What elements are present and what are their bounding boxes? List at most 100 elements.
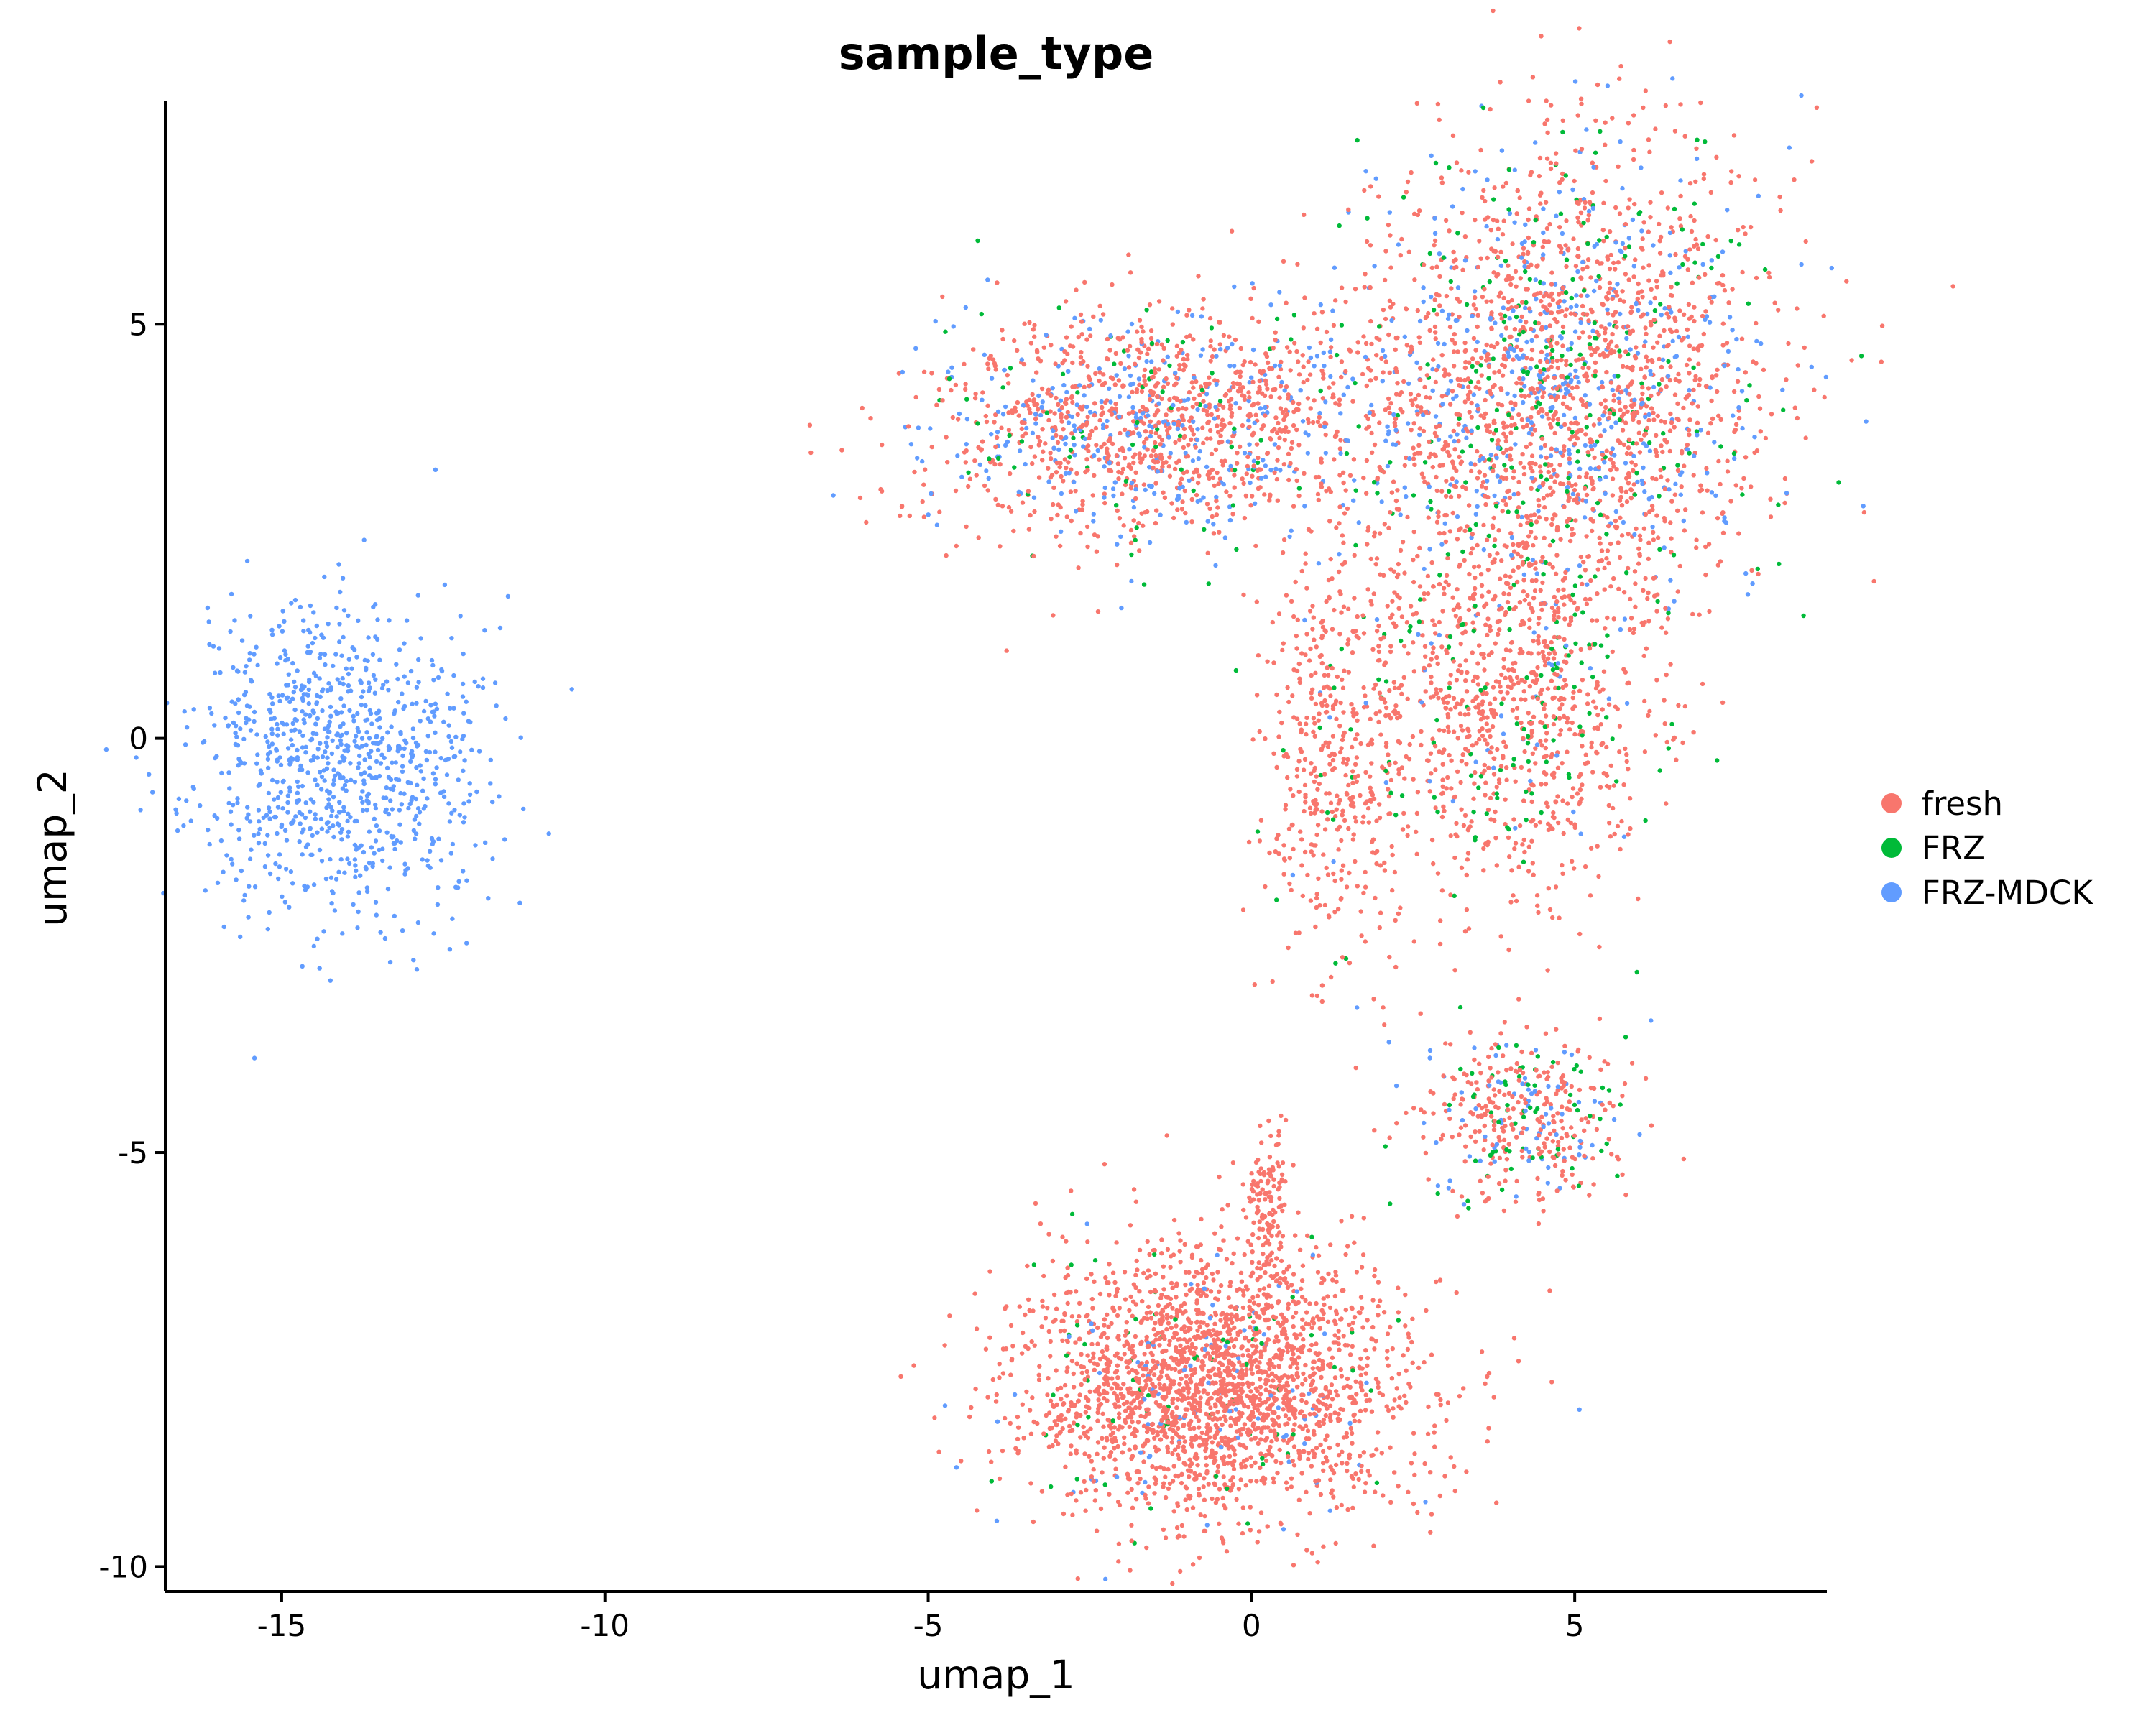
data-point-frz-mdck xyxy=(1722,519,1726,523)
data-point-frz-mdck xyxy=(1560,231,1565,236)
data-point-fresh xyxy=(1619,819,1623,823)
data-point-frz-mdck xyxy=(1113,480,1118,484)
data-point-frz-mdck xyxy=(1588,402,1592,407)
data-point-fresh xyxy=(1593,119,1598,123)
data-point-fresh xyxy=(1664,631,1668,635)
data-point-frz xyxy=(1729,239,1733,243)
data-point-frz-mdck xyxy=(253,884,257,889)
data-point-fresh xyxy=(1142,374,1146,378)
data-point-fresh xyxy=(1097,418,1102,422)
data-point-frz-mdck xyxy=(416,743,420,747)
data-point-fresh xyxy=(1518,195,1522,200)
data-point-fresh xyxy=(1617,400,1621,405)
data-point-fresh xyxy=(1685,443,1690,447)
data-point-frz-mdck xyxy=(1621,520,1626,525)
data-point-fresh xyxy=(1588,517,1593,521)
data-point-fresh xyxy=(1545,308,1549,312)
data-point-fresh xyxy=(1148,302,1152,307)
data-point-fresh xyxy=(1508,457,1513,461)
data-point-frz xyxy=(1624,570,1628,575)
data-point-fresh xyxy=(1501,740,1506,744)
data-point-frz xyxy=(1572,612,1577,616)
data-point-fresh xyxy=(1302,364,1306,369)
data-point-fresh xyxy=(1450,476,1455,481)
data-point-fresh xyxy=(1536,910,1540,915)
data-point-frz-mdck xyxy=(1583,443,1588,448)
data-point-fresh xyxy=(1123,456,1127,460)
data-point-frz-mdck xyxy=(374,735,379,739)
data-point-frz-mdck xyxy=(1137,376,1141,381)
data-point-fresh xyxy=(1406,651,1410,655)
data-point-fresh xyxy=(1585,379,1590,383)
data-point-frz-mdck xyxy=(987,476,991,481)
data-point-fresh xyxy=(1654,609,1659,613)
data-point-frz-mdck xyxy=(315,716,320,721)
data-point-fresh xyxy=(1149,453,1153,458)
data-point-fresh xyxy=(1033,454,1037,458)
data-point-fresh xyxy=(1253,412,1258,417)
data-point-frz-mdck xyxy=(464,879,469,883)
data-point-frz xyxy=(1565,375,1570,379)
data-point-fresh xyxy=(1529,357,1534,361)
data-point-fresh xyxy=(1685,363,1689,367)
data-point-fresh xyxy=(1483,780,1488,785)
data-point-fresh xyxy=(1215,423,1219,428)
data-point-fresh xyxy=(1377,338,1381,342)
data-point-frz-mdck xyxy=(1511,347,1515,351)
data-point-frz-mdck xyxy=(303,816,308,820)
data-point-fresh xyxy=(1180,507,1184,511)
data-point-frz-mdck xyxy=(357,754,361,758)
data-point-fresh xyxy=(1383,249,1388,253)
data-point-fresh xyxy=(1055,513,1059,517)
data-point-frz xyxy=(1000,385,1005,389)
data-point-fresh xyxy=(1480,734,1485,738)
data-point-frz-mdck xyxy=(277,693,281,698)
data-point-fresh xyxy=(1608,281,1612,285)
data-point-frz-mdck xyxy=(315,937,319,941)
data-point-fresh xyxy=(1196,481,1200,485)
data-point-fresh xyxy=(1624,490,1628,494)
data-point-fresh xyxy=(1537,616,1541,620)
data-point-frz-mdck xyxy=(289,737,293,741)
data-point-fresh xyxy=(1501,509,1505,513)
data-point-frz-mdck xyxy=(1501,305,1506,310)
data-point-frz xyxy=(1539,474,1543,479)
data-point-frz-mdck xyxy=(280,693,285,697)
data-point-fresh xyxy=(1603,338,1608,342)
data-point-fresh xyxy=(1570,859,1574,864)
data-point-fresh xyxy=(1238,445,1242,449)
data-point-frz-mdck xyxy=(1627,236,1631,240)
data-point-frz-mdck xyxy=(326,688,330,693)
data-point-fresh xyxy=(1447,228,1451,233)
data-point-fresh xyxy=(1571,236,1575,241)
data-point-fresh xyxy=(1452,259,1456,263)
data-point-fresh xyxy=(1618,495,1623,499)
data-point-fresh xyxy=(1495,863,1499,867)
data-point-frz-mdck xyxy=(1332,266,1337,270)
data-point-fresh xyxy=(1522,689,1526,693)
data-point-fresh xyxy=(1542,121,1547,126)
data-point-frz-mdck xyxy=(964,305,968,310)
data-point-fresh xyxy=(1603,405,1608,410)
data-point-frz-mdck xyxy=(280,895,284,899)
data-point-fresh xyxy=(1611,398,1616,402)
data-point-fresh xyxy=(1191,385,1195,389)
data-point-frz xyxy=(1658,302,1662,306)
data-point-frz xyxy=(1506,412,1511,417)
data-point-fresh xyxy=(1541,304,1545,308)
data-point-frz xyxy=(1578,353,1583,357)
data-point-fresh xyxy=(1625,451,1629,456)
data-point-frz-mdck xyxy=(416,593,420,597)
data-point-fresh xyxy=(1677,308,1682,313)
data-point-frz-mdck xyxy=(473,843,477,847)
data-point-fresh xyxy=(1250,380,1255,384)
data-point-frz-mdck xyxy=(1084,405,1089,409)
data-point-fresh xyxy=(1647,709,1651,713)
data-point-frz-mdck xyxy=(1640,479,1644,483)
data-point-frz-mdck xyxy=(464,941,469,945)
data-point-frz xyxy=(1449,279,1453,284)
data-point-fresh xyxy=(1683,254,1687,259)
data-point-frz-mdck xyxy=(336,745,340,749)
data-point-frz-mdck xyxy=(1647,496,1651,501)
data-point-fresh xyxy=(1319,456,1323,461)
